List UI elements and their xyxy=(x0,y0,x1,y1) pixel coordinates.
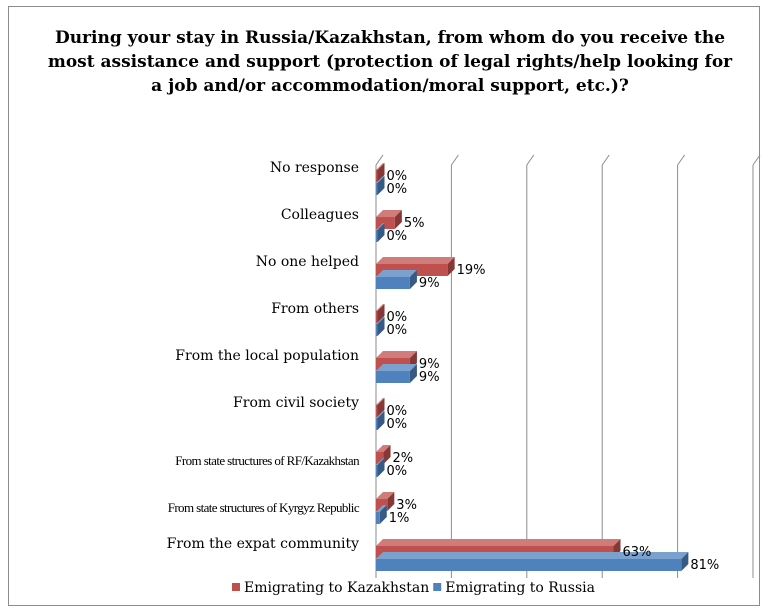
category-label: No response xyxy=(270,160,359,176)
bar xyxy=(376,418,378,430)
data-label: 0% xyxy=(387,182,408,197)
bar-side xyxy=(383,445,391,464)
bar xyxy=(376,183,378,195)
bar-side xyxy=(377,411,385,430)
bar xyxy=(376,559,682,571)
bar-side xyxy=(377,304,385,323)
bar xyxy=(376,452,384,464)
bar xyxy=(376,277,410,289)
data-label: 0% xyxy=(387,169,408,184)
bar-top xyxy=(376,210,402,217)
bar xyxy=(376,371,410,383)
bar-top xyxy=(376,364,417,371)
data-label: 0% xyxy=(387,229,408,244)
category-label: No one helped xyxy=(256,254,359,270)
bar xyxy=(376,499,388,511)
bar-side xyxy=(377,176,385,195)
bars xyxy=(376,163,689,571)
legend-swatch xyxy=(232,583,240,591)
bar-top xyxy=(376,163,385,170)
gridline-depth xyxy=(677,154,686,166)
legend: Emigrating to Kazakhstan Emigrating to Ru… xyxy=(232,580,595,596)
bar xyxy=(376,465,378,477)
bar xyxy=(376,230,378,242)
bar-side xyxy=(387,492,395,511)
gridline-depth xyxy=(752,154,761,166)
category-label: From the expat community xyxy=(167,536,359,552)
bar-top xyxy=(376,398,385,405)
category-label: From civil society xyxy=(233,395,359,411)
chart-title: During your stay in Russia/Kazakhstan, f… xyxy=(47,28,733,96)
bar-top xyxy=(376,317,385,324)
bar-top xyxy=(376,176,385,183)
legend-entry: Emigrating to Kazakhstan xyxy=(244,580,429,596)
data-label: 9% xyxy=(419,276,440,291)
bar-side xyxy=(377,398,385,417)
bar-top xyxy=(376,223,385,230)
bar-top xyxy=(376,304,385,311)
data-label: 63% xyxy=(623,545,652,560)
data-label: 0% xyxy=(387,417,408,432)
gridline-depth xyxy=(526,154,535,166)
bar-side xyxy=(394,210,402,229)
data-label: 1% xyxy=(389,511,410,526)
bar-top xyxy=(376,492,395,499)
bar xyxy=(376,311,378,323)
bar xyxy=(376,324,378,336)
bar-top xyxy=(376,458,385,465)
bar xyxy=(376,512,380,524)
bar-side xyxy=(379,505,387,524)
bar-top xyxy=(376,539,621,546)
bar-side xyxy=(377,317,385,336)
legend-entry: Emigrating to Russia xyxy=(445,580,595,596)
bar-side xyxy=(377,458,385,477)
category-label: From the local population xyxy=(175,348,359,364)
gridline-depth xyxy=(450,154,459,166)
bar-side xyxy=(447,257,455,276)
legend-swatch xyxy=(433,583,442,591)
data-label: 0% xyxy=(387,323,408,338)
bar xyxy=(376,405,378,417)
data-label: 5% xyxy=(404,216,425,231)
category-label: Colleagues xyxy=(281,207,359,223)
data-label: 0% xyxy=(387,310,408,325)
bar-side xyxy=(377,163,385,182)
bar-side xyxy=(681,552,689,571)
bar-top xyxy=(376,552,689,559)
data-label: 2% xyxy=(393,451,414,466)
data-label: 0% xyxy=(387,404,408,419)
data-label: 9% xyxy=(419,357,440,372)
gridline-depth xyxy=(601,154,610,166)
data-label: 81% xyxy=(690,558,719,573)
category-label: From state structures of RF/Kazakhstan xyxy=(175,453,360,468)
bar-top xyxy=(376,351,417,358)
bar-top xyxy=(376,270,417,277)
data-label: 19% xyxy=(457,263,486,278)
bar-side xyxy=(409,270,417,289)
gridline-depth xyxy=(375,154,384,166)
bar-side xyxy=(409,364,417,383)
bar-top xyxy=(376,445,391,452)
bar-top xyxy=(376,505,387,512)
data-label: 9% xyxy=(419,370,440,385)
bar-top xyxy=(376,257,455,264)
category-label: From others xyxy=(271,301,359,317)
category-label: From state structures of Kyrgyz Republic xyxy=(168,500,360,515)
data-label: 3% xyxy=(396,498,417,513)
data-label: 0% xyxy=(387,464,408,479)
bar xyxy=(376,170,378,182)
bar-top xyxy=(376,411,385,418)
bar-side xyxy=(377,223,385,242)
